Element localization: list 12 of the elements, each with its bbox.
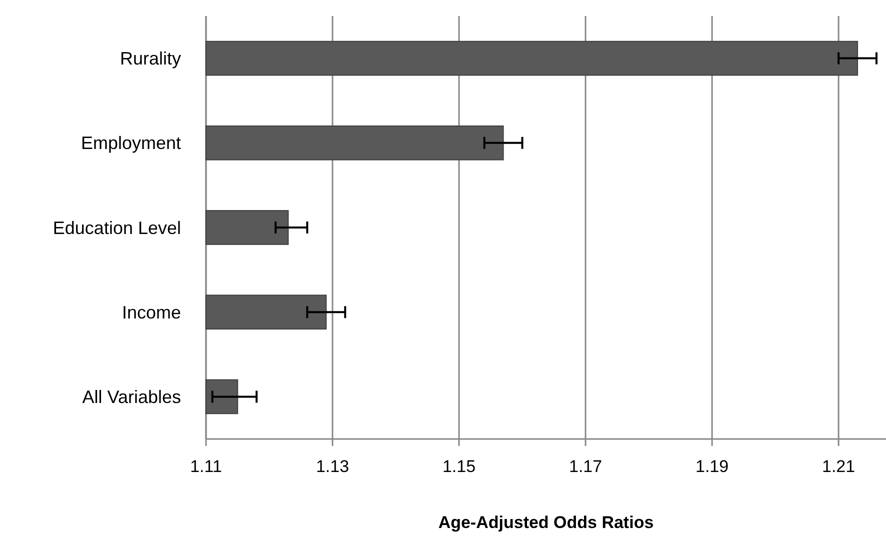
x-tick-label: 1.21 — [822, 457, 856, 476]
x-tick-label: 1.11 — [190, 457, 222, 476]
y-tick-label: Education Level — [52, 218, 181, 238]
y-tick-label: All Variables — [82, 387, 181, 407]
x-tick-label: 1.19 — [696, 457, 729, 476]
x-tick-label: 1.13 — [316, 457, 350, 476]
y-tick-label: Employment — [80, 133, 181, 154]
x-axis-title: Age-Adjusted Odds Ratios — [438, 513, 654, 532]
y-tick-label: Rurality — [120, 48, 181, 69]
x-tick-label: 1.17 — [568, 457, 602, 476]
y-tick-label: Income — [122, 302, 181, 322]
x-tick-label: 1.15 — [442, 457, 476, 476]
